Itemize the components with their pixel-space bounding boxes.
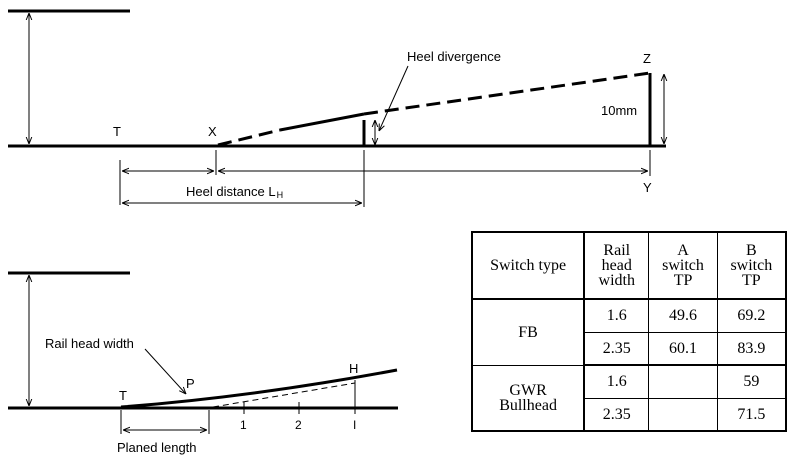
cell-switch-type-gwr-bullhead: GWR Bullhead bbox=[471, 364, 586, 432]
cell-a-tp bbox=[648, 364, 718, 399]
cell-a-tp: 49.6 bbox=[648, 298, 718, 333]
label-heel-distance: Heel distance LH bbox=[186, 184, 283, 200]
cell-b-tp: 83.9 bbox=[716, 331, 787, 366]
table-row: 2.35 71.5 bbox=[472, 397, 787, 432]
table-row: GWR Bullhead 1.6 59 bbox=[471, 364, 787, 432]
label-h: H bbox=[349, 361, 358, 376]
label-rail-head-width: Rail head width bbox=[45, 336, 134, 351]
rail-head-leader bbox=[144, 348, 186, 394]
switch-rail-dashed-start bbox=[217, 128, 281, 147]
heel-diagram: T X Z Y Heel divergence 10mm Heel distan… bbox=[8, 9, 666, 207]
heel-divergence-leader bbox=[379, 65, 409, 131]
switch-rail-curve bbox=[120, 368, 398, 409]
label-t-top: T bbox=[113, 124, 121, 139]
cell-b-tp: 71.5 bbox=[716, 397, 787, 432]
switch-spec-table: Switch type Rail head width A switch TP … bbox=[471, 231, 787, 432]
cell-width: 2.35 bbox=[583, 331, 650, 366]
cell-switch-type-fb: FB bbox=[471, 298, 586, 366]
label-x: X bbox=[208, 124, 217, 139]
cell-a-tp: 60.1 bbox=[648, 331, 718, 366]
header-a-switch-tp: A switch TP bbox=[648, 231, 718, 300]
label-planed-length: Planed length bbox=[117, 440, 197, 455]
cell-a-tp bbox=[648, 397, 718, 432]
tangent-dashed bbox=[212, 382, 356, 408]
label-tick-2: 2 bbox=[295, 418, 302, 432]
label-z: Z bbox=[643, 51, 651, 66]
planing-diagram: Rail head width T P H 1 2 I Planed lengt… bbox=[8, 271, 398, 455]
table-row: 2.35 60.1 83.9 bbox=[472, 331, 787, 366]
cell-width: 1.6 bbox=[583, 364, 650, 399]
cell-b-tp: 69.2 bbox=[716, 298, 787, 333]
label-offset: 10mm bbox=[601, 103, 637, 118]
label-y: Y bbox=[643, 180, 652, 195]
cell-b-tp: 59 bbox=[716, 364, 787, 399]
label-heel-divergence: Heel divergence bbox=[407, 49, 501, 64]
switch-rail-solid bbox=[279, 112, 365, 132]
header-switch-type: Switch type bbox=[471, 231, 586, 300]
label-p: P bbox=[186, 376, 195, 391]
cell-width: 1.6 bbox=[583, 298, 650, 333]
table-header-row: Switch type Rail head width A switch TP … bbox=[471, 231, 787, 300]
switch-rail-dashed-end bbox=[363, 71, 651, 116]
header-rail-head-width: Rail head width bbox=[583, 231, 650, 300]
cell-width: 2.35 bbox=[583, 397, 650, 432]
label-t-bottom: T bbox=[119, 388, 127, 403]
label-tick-i: I bbox=[353, 418, 356, 432]
table-row: FB 1.6 49.6 69.2 bbox=[471, 298, 787, 366]
header-b-switch-tp: B switch TP bbox=[716, 231, 787, 300]
label-tick-1: 1 bbox=[240, 418, 247, 432]
